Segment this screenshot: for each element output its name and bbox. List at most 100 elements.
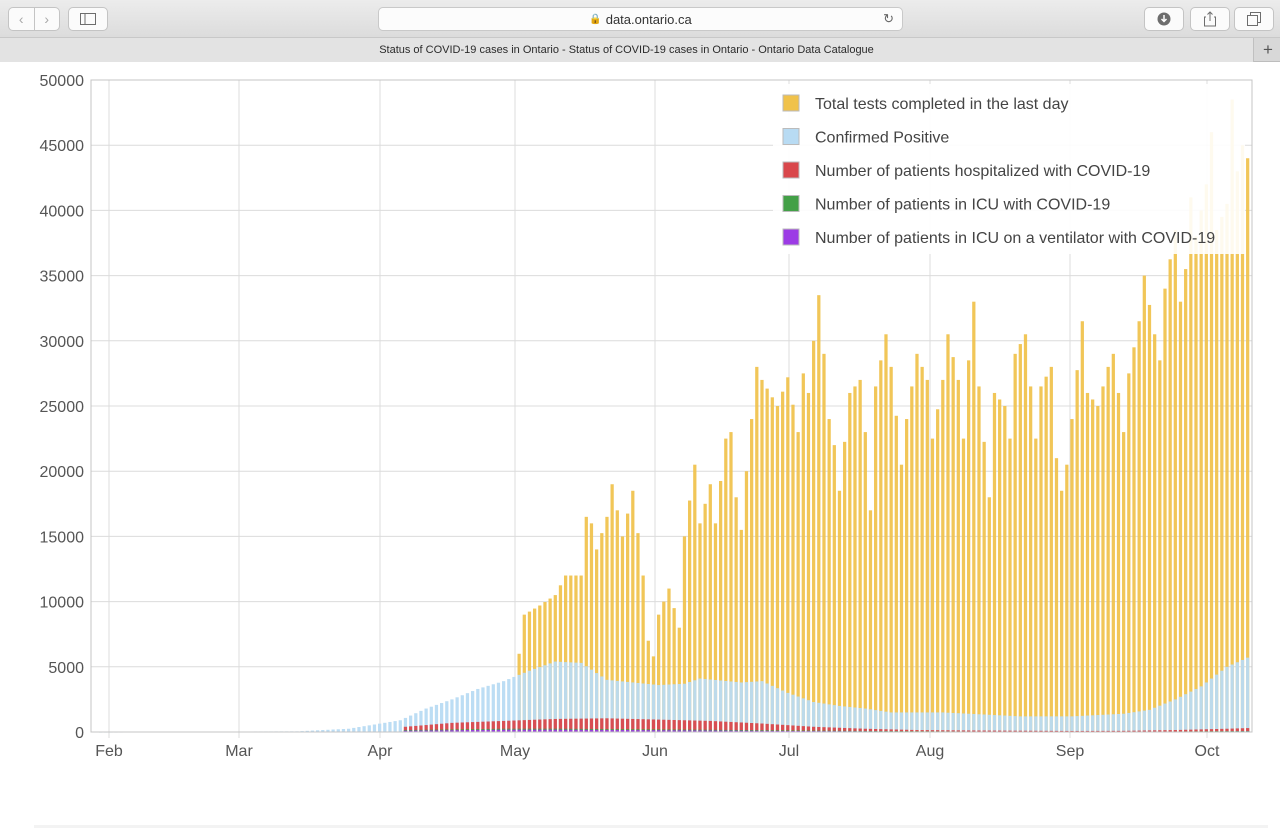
- bar: [564, 662, 568, 732]
- bar: [615, 510, 619, 732]
- bar: [341, 729, 346, 732]
- bar: [1122, 432, 1126, 732]
- bar: [822, 727, 826, 732]
- bar: [987, 714, 991, 732]
- bar: [724, 721, 728, 732]
- bar: [1158, 360, 1162, 732]
- bar: [884, 334, 888, 732]
- bar: [1096, 730, 1100, 732]
- bar: [527, 729, 532, 732]
- reload-icon[interactable]: ↻: [883, 11, 894, 26]
- back-icon[interactable]: ‹: [18, 11, 24, 27]
- bar: [579, 718, 583, 732]
- bar: [992, 392, 997, 732]
- new-tab-button[interactable]: +: [1263, 40, 1273, 59]
- bar: [910, 712, 914, 732]
- bar: [496, 682, 501, 732]
- forward-icon[interactable]: ›: [33, 8, 60, 30]
- tab-title: Status of COVID-19 cases in Ontario - St…: [379, 44, 874, 56]
- share-button[interactable]: [1190, 7, 1230, 31]
- bar: [998, 715, 1002, 732]
- x-tick-label: Aug: [916, 743, 944, 760]
- bar: [1220, 728, 1224, 732]
- legend-label[interactable]: Number of patients hospitalized with COV…: [815, 163, 1150, 180]
- bar: [1194, 236, 1198, 733]
- bar: [972, 730, 976, 732]
- bar: [1034, 730, 1038, 732]
- bar: [765, 730, 769, 732]
- sidebar-toggle-button[interactable]: [68, 7, 108, 31]
- bar: [496, 721, 501, 732]
- bar: [1039, 386, 1043, 732]
- bar: [584, 516, 588, 732]
- legend-swatch[interactable]: [782, 128, 800, 145]
- legend-swatch[interactable]: [782, 161, 800, 179]
- bar: [812, 702, 816, 732]
- bar: [1127, 712, 1131, 732]
- bar: [574, 729, 578, 732]
- address-bar[interactable]: 🔒 data.ontario.ca ↻: [378, 7, 903, 31]
- bar: [677, 627, 681, 732]
- y-tick-label: 15000: [40, 529, 85, 546]
- bar: [1235, 171, 1239, 732]
- bar: [1163, 288, 1167, 732]
- bar: [667, 719, 671, 732]
- legend-swatch[interactable]: [782, 195, 800, 212]
- bar: [564, 729, 568, 732]
- bar: [781, 391, 785, 732]
- legend-label[interactable]: Number of patients in ICU on a ventilato…: [815, 230, 1215, 247]
- tab-active[interactable]: Status of COVID-19 cases in Ontario - St…: [0, 38, 1254, 62]
- bar: [672, 730, 676, 732]
- bar: [874, 710, 878, 732]
- bar: [853, 707, 857, 732]
- bar: [1240, 728, 1245, 732]
- bar: [755, 681, 759, 732]
- bar: [1127, 730, 1131, 732]
- bar: [837, 490, 842, 732]
- legend-swatch[interactable]: [782, 228, 800, 246]
- bar: [1163, 730, 1167, 732]
- bar: [982, 714, 986, 732]
- bar: [956, 379, 960, 732]
- bar: [744, 722, 749, 732]
- legend-swatch[interactable]: [782, 94, 800, 112]
- bar: [791, 404, 795, 732]
- bar: [1168, 701, 1172, 732]
- bar: [1049, 716, 1053, 732]
- bar: [429, 730, 433, 732]
- legend-label[interactable]: Confirmed Positive: [815, 130, 949, 147]
- bar: [1013, 353, 1017, 732]
- y-tick-label: 0: [75, 725, 84, 742]
- bar: [775, 730, 780, 732]
- bar: [1111, 714, 1115, 732]
- bar: [667, 730, 671, 732]
- tabs-overview-button[interactable]: [1234, 7, 1274, 31]
- bar: [796, 725, 800, 732]
- bar: [558, 718, 563, 732]
- bar: [667, 588, 671, 732]
- bar: [1230, 99, 1234, 732]
- bar: [961, 730, 966, 732]
- bar: [419, 725, 423, 732]
- bar: [848, 728, 852, 732]
- bar: [662, 601, 666, 732]
- bar: [1096, 406, 1100, 732]
- downloads-button[interactable]: [1144, 7, 1184, 31]
- y-tick-label: 5000: [48, 660, 84, 677]
- bar: [889, 712, 893, 732]
- bar: [1132, 730, 1136, 732]
- bar: [548, 663, 552, 732]
- bar: [770, 724, 774, 732]
- legend-label[interactable]: Total tests completed in the last day: [815, 96, 1068, 113]
- bar: [729, 730, 733, 732]
- bar: [744, 682, 749, 732]
- bar: [677, 730, 681, 732]
- bar: [987, 730, 991, 732]
- bar: [465, 693, 470, 732]
- bar: [481, 721, 485, 732]
- bar: [558, 585, 563, 732]
- bar: [574, 662, 578, 732]
- bar: [409, 730, 413, 732]
- bar: [1080, 321, 1084, 732]
- legend-label[interactable]: Number of patients in ICU with COVID-19: [815, 197, 1110, 214]
